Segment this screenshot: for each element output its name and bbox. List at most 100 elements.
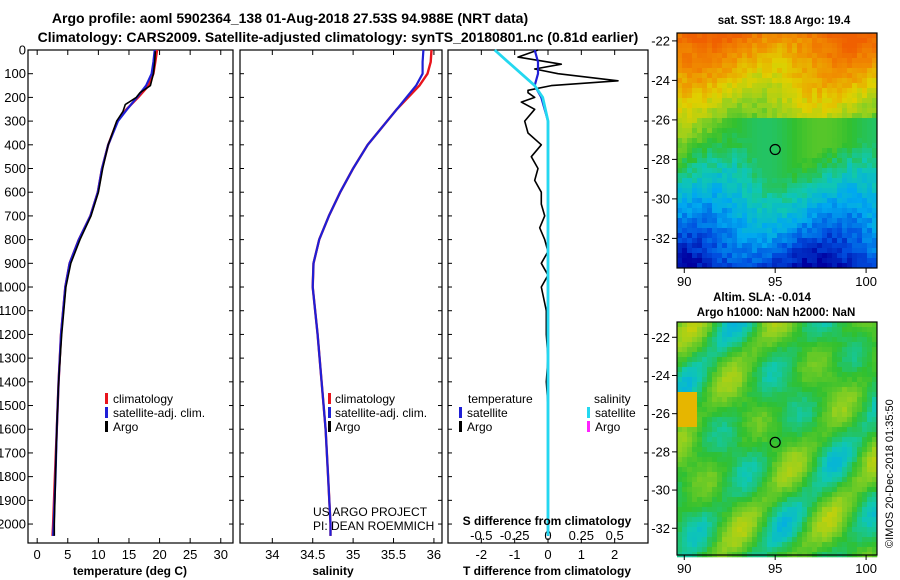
sst-map-cell (677, 153, 683, 159)
sst-map-cell (747, 48, 753, 54)
sla-map-cell (812, 512, 818, 518)
sst-map-cell (812, 238, 818, 244)
sst-map-cell (822, 98, 828, 104)
sst-map-cell (732, 233, 738, 239)
sst-map-cell (857, 243, 863, 249)
sst-map-cell (747, 213, 753, 219)
s-difference-tick-label: 0.5 (606, 528, 624, 543)
sst-map-cell (702, 63, 708, 69)
sla-map-cell (867, 352, 873, 358)
sla-map-cell (727, 417, 733, 423)
sla-map-cell (812, 437, 818, 443)
sst-map-cell (787, 98, 793, 104)
sla-map-cell (792, 392, 798, 398)
sst-map-cell (837, 58, 843, 64)
sst-map-cell (712, 88, 718, 94)
sla-map-cell (797, 462, 803, 468)
sst-map-cell (732, 248, 738, 254)
sst-map-cell (837, 143, 843, 149)
sst-map-cell (702, 228, 708, 234)
sla-map-cell (737, 437, 743, 443)
sst-map-cell (772, 218, 778, 224)
sla-map-cell (787, 547, 793, 553)
sst-map-cell (777, 98, 783, 104)
sla-map-cell (842, 397, 848, 403)
sla-map-cell (752, 477, 758, 483)
sst-map-cell (827, 218, 833, 224)
sst-map-cell (722, 153, 728, 159)
sst-map-cell (852, 258, 858, 264)
sla-map-cell (852, 392, 858, 398)
sst-map-cell (847, 163, 853, 169)
sst-map-cell (692, 58, 698, 64)
sla-map-cell (722, 357, 728, 363)
sla-map-cell (772, 417, 778, 423)
sst-map-cell (772, 198, 778, 204)
sst-map-cell (832, 163, 838, 169)
sst-map-cell (797, 218, 803, 224)
sst-map-cell (687, 88, 693, 94)
sla-map-cell (732, 477, 738, 483)
sla-map-cell (837, 357, 843, 363)
sla-map-cell (697, 497, 703, 503)
sst-map-cell (732, 163, 738, 169)
sst-map-cell (767, 263, 773, 269)
sla-map-cell (827, 512, 833, 518)
sla-map-cell (742, 392, 748, 398)
sla-map-cell (787, 432, 793, 438)
sst-map-cell (842, 118, 848, 124)
sla-map-cell (742, 497, 748, 503)
sst-map-cell (842, 193, 848, 199)
sst-map-cell (707, 203, 713, 209)
sst-map-cell (862, 73, 868, 79)
sla-map-cell (707, 382, 713, 388)
sla-map-cell (727, 532, 733, 538)
sla-map-cell (797, 532, 803, 538)
sst-map-cell (867, 133, 873, 139)
sla-map-cell (752, 327, 758, 333)
sst-map-cell (857, 228, 863, 234)
sla-map-cell (757, 482, 763, 488)
sla-map-cell (702, 507, 708, 513)
sla-map-cell (842, 477, 848, 483)
sst-map-cell (697, 153, 703, 159)
sla-map-cell (777, 452, 783, 458)
sst-map-cell (702, 123, 708, 129)
sst-map-cell (872, 53, 878, 59)
sla-map-cell (747, 337, 753, 343)
sla-map-cell (822, 327, 828, 333)
sla-map-cell (787, 527, 793, 533)
sst-map-cell (732, 173, 738, 179)
sla-map-cell (717, 442, 723, 448)
sst-map-cell (747, 218, 753, 224)
sst-map-cell (792, 133, 798, 139)
sst-map-cell (797, 98, 803, 104)
sst-map-cell (742, 138, 748, 144)
sst-map-cell (677, 123, 683, 129)
sst-map-cell (712, 38, 718, 44)
sst-map-cell (682, 208, 688, 214)
sla-map-cell (712, 437, 718, 443)
sla-map-cell (702, 522, 708, 528)
sst-map-cell (832, 138, 838, 144)
sst-map-cell (732, 68, 738, 74)
sla-map-cell (697, 407, 703, 413)
sla-map-cell (837, 327, 843, 333)
sla-map-cell (797, 412, 803, 418)
sla-map-cell (692, 547, 698, 553)
sla-map-cell (712, 512, 718, 518)
sst-map-cell (787, 128, 793, 134)
sst-map-cell (757, 38, 763, 44)
sst-map-cell (757, 48, 763, 54)
sst-map-cell (822, 53, 828, 59)
sla-map-cell (862, 342, 868, 348)
sla-map-cell (822, 387, 828, 393)
sst-map-cell (697, 263, 703, 269)
sla-map-cell (862, 377, 868, 383)
sst-map-cell (787, 123, 793, 129)
sst-map-cell (712, 238, 718, 244)
salinity-frame (239, 49, 443, 544)
sla-map-cell (817, 322, 823, 328)
sst-map-cell (732, 38, 738, 44)
sst-map-cell (782, 218, 788, 224)
